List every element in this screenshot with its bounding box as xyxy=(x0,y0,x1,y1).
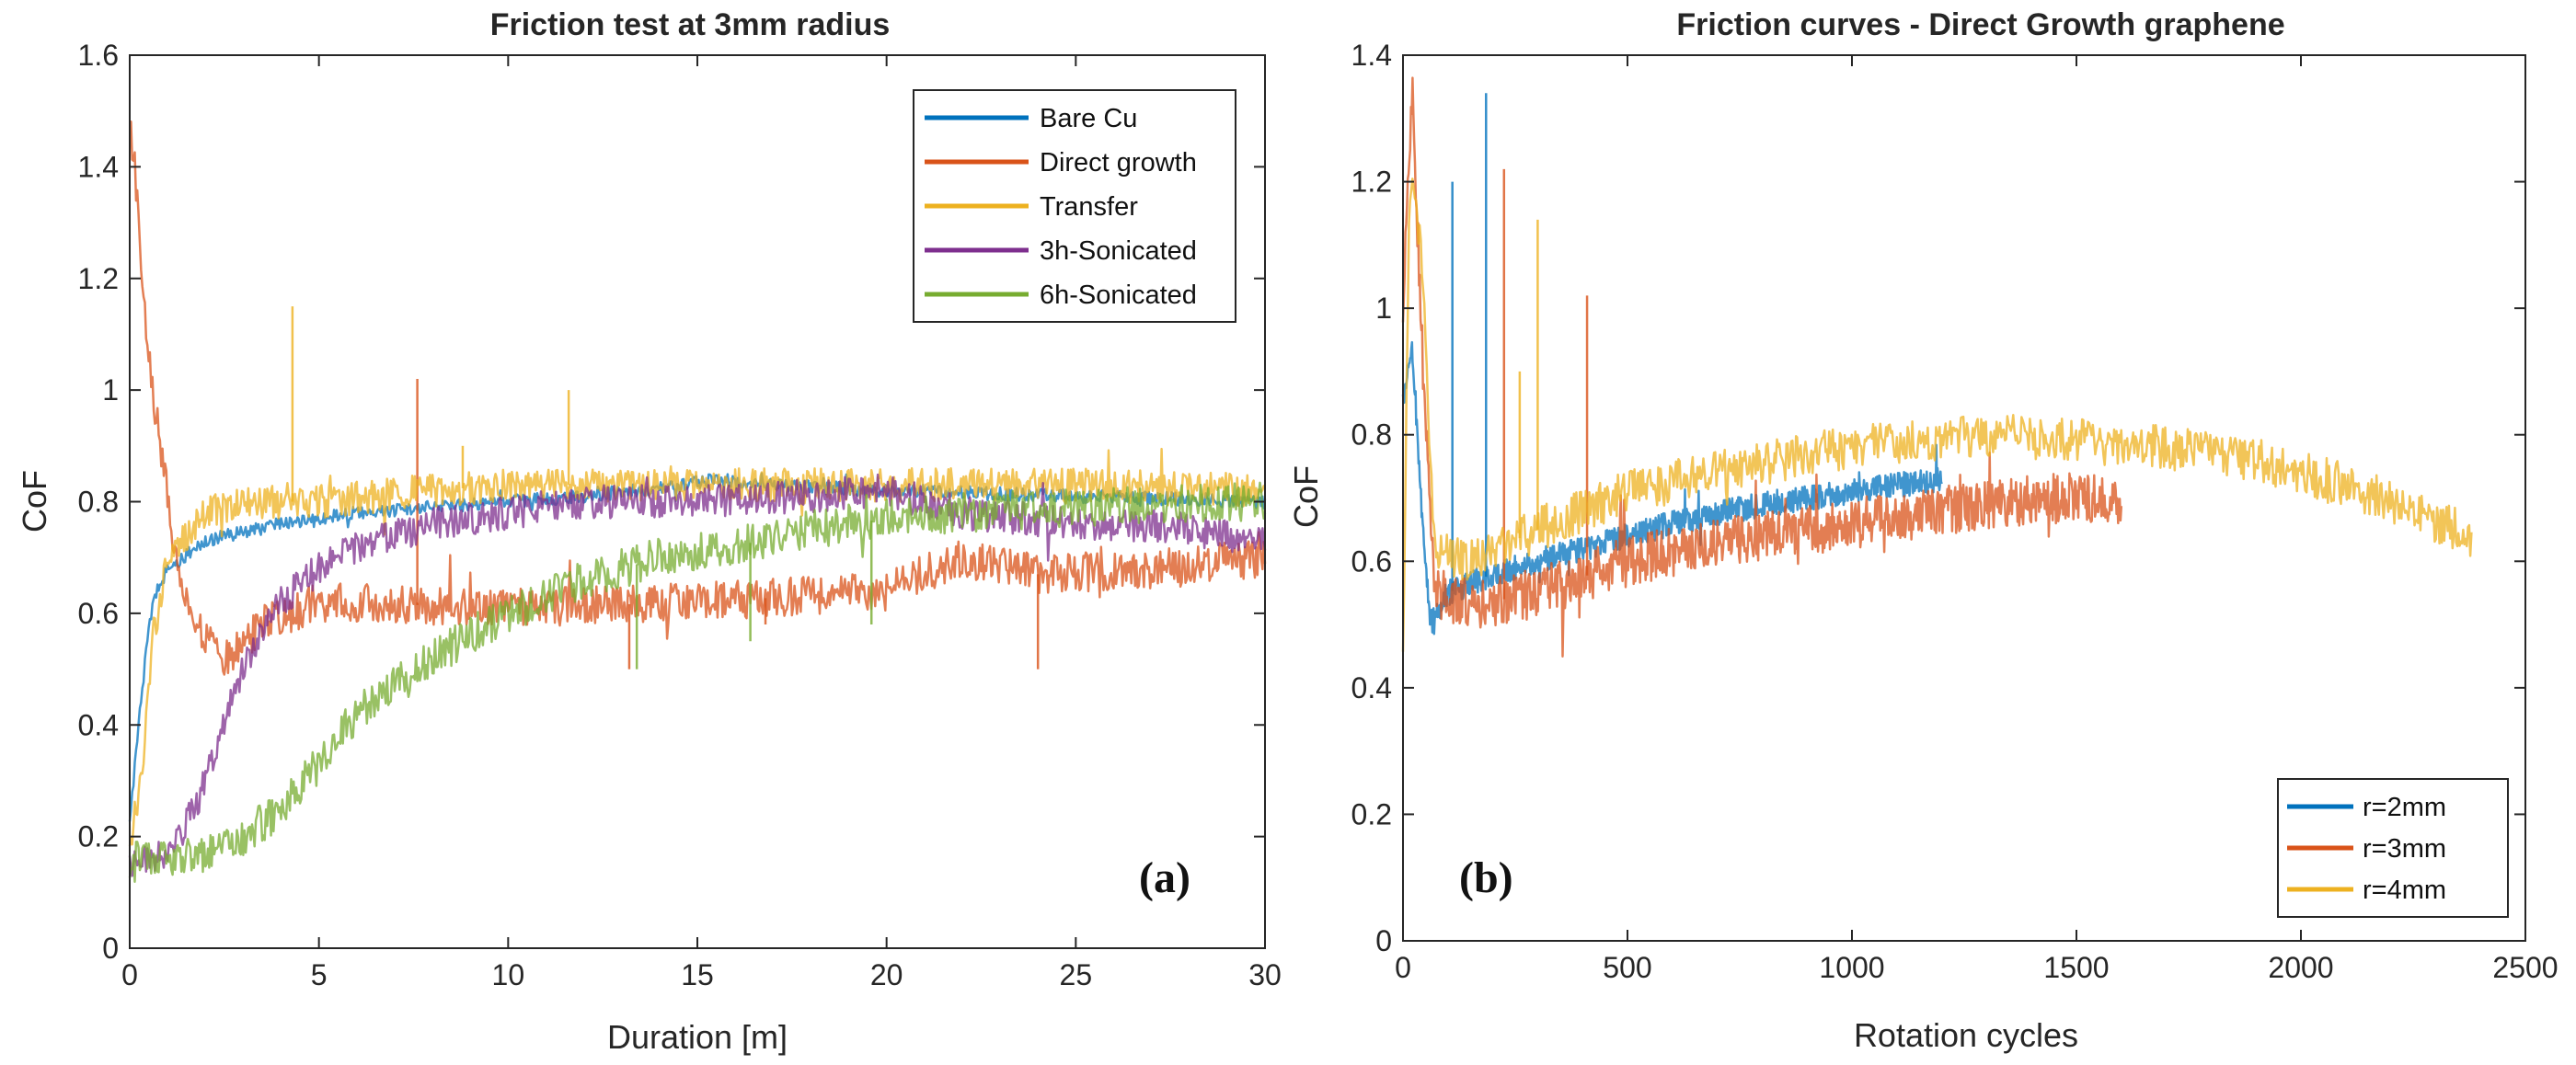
chart-b-xtick-label: 2000 xyxy=(2268,951,2333,984)
chart-a-legend: Bare Cu Direct growth Transfer 3h-Sonicated… xyxy=(913,89,1236,323)
chart-a-legend-label: Transfer xyxy=(1040,192,1138,222)
chart-a-panel-label: (a) xyxy=(1139,853,1190,902)
chart-a-series-direct-growth xyxy=(128,120,1267,676)
chart-b-xtick-label: 0 xyxy=(1395,951,1411,984)
chart-b-legend: r=2mm r=3mm r=4mm xyxy=(2277,778,2509,918)
chart-b-xtick-label: 1500 xyxy=(2043,951,2109,984)
chart-a-ticks: 0 5 10 15 20 25 30 0 0.2 0.4 0.6 0.8 1 1.2 1.4 1.6 xyxy=(78,39,1282,991)
chart-a-xtick-label: 5 xyxy=(311,958,328,991)
chart-b-ytick-label: 0.8 xyxy=(1351,418,1392,452)
chart-b-xtick-label: 500 xyxy=(1603,951,1651,984)
chart-b-legend-label: r=3mm xyxy=(2363,834,2446,864)
chart-a-ytick-label: 0.8 xyxy=(78,486,119,519)
chart-b-panel-label: (b) xyxy=(1459,853,1513,902)
chart-a-legend-label: Direct growth xyxy=(1040,148,1197,178)
chart-a-ytick-label: 0.2 xyxy=(78,820,119,853)
chart-a-xtick-label: 0 xyxy=(121,958,138,991)
chart-a-ytick-label: 0.4 xyxy=(78,708,119,741)
chart-a-xtick-label: 25 xyxy=(1060,958,1093,991)
chart-b-ytick-label: 0.6 xyxy=(1351,544,1392,578)
chart-a-xlabel: Duration [m] xyxy=(607,1018,788,1056)
chart-a-ytick-label: 0.6 xyxy=(78,597,119,630)
chart-b-series-r-4mm xyxy=(1401,178,2473,652)
chart-b-ytick-label: 0.4 xyxy=(1351,671,1392,704)
chart-b-xtick-label: 2500 xyxy=(2492,951,2558,984)
chart-a-title: Friction test at 3mm radius xyxy=(490,7,891,42)
chart-b-title: Friction curves - Direct Growth graphene xyxy=(1676,7,2284,42)
chart-a-xtick-label: 30 xyxy=(1248,958,1282,991)
chart-a-xtick-label: 20 xyxy=(870,958,903,991)
chart-a-ytick-label: 0 xyxy=(102,932,119,965)
chart-b-series-group xyxy=(1401,76,2473,658)
chart-b-ticks: 0 500 1000 1500 2000 2500 0 0.2 0.4 0.6 0.8 1 1.2 1.4 xyxy=(1351,39,2559,984)
chart-a-legend-label: Bare Cu xyxy=(1040,104,1137,133)
chart-b-legend-label: r=2mm xyxy=(2363,793,2446,822)
chart-b-ylabel: CoF xyxy=(1287,465,1325,528)
chart-a-series-3h-sonicated xyxy=(128,473,1267,877)
chart-b-legend-label: r=4mm xyxy=(2363,876,2446,905)
chart-panel-a: Friction test at 3mm radius 0 5 10 15 20 25 30… xyxy=(16,7,1282,1056)
chart-a-series-group xyxy=(128,120,1267,883)
chart-b-xlabel: Rotation cycles xyxy=(1854,1016,2078,1054)
chart-a-ytick-label: 1.4 xyxy=(78,150,119,183)
chart-a-legend-label: 3h-Sonicated xyxy=(1040,236,1197,266)
chart-a-ytick-label: 1 xyxy=(102,373,119,407)
chart-a-ytick-label: 1.6 xyxy=(78,39,119,72)
chart-b-ytick-label: 0 xyxy=(1375,924,1392,957)
chart-panel-b: Friction curves - Direct Growth graphene… xyxy=(1287,7,2559,1054)
chart-b-xtick-label: 1000 xyxy=(1819,951,1884,984)
chart-a-legend-label: 6h-Sonicated xyxy=(1040,281,1197,310)
chart-a-series-6h-sonicated xyxy=(128,481,1267,883)
chart-b-ytick-label: 0.2 xyxy=(1351,797,1392,830)
chart-b-series-r-3mm xyxy=(1401,76,2123,658)
chart-b-series-r-2mm xyxy=(1401,340,1943,636)
chart-b-ytick-label: 1.4 xyxy=(1351,39,1392,72)
chart-b-ytick-label: 1 xyxy=(1375,292,1392,325)
chart-b-axes-box xyxy=(1402,54,2526,942)
chart-a-xtick-label: 15 xyxy=(681,958,714,991)
chart-a-ytick-label: 1.2 xyxy=(78,262,119,295)
chart-a-ylabel: CoF xyxy=(16,470,53,532)
chart-a-xtick-label: 10 xyxy=(492,958,525,991)
chart-b-ytick-label: 1.2 xyxy=(1351,166,1392,199)
